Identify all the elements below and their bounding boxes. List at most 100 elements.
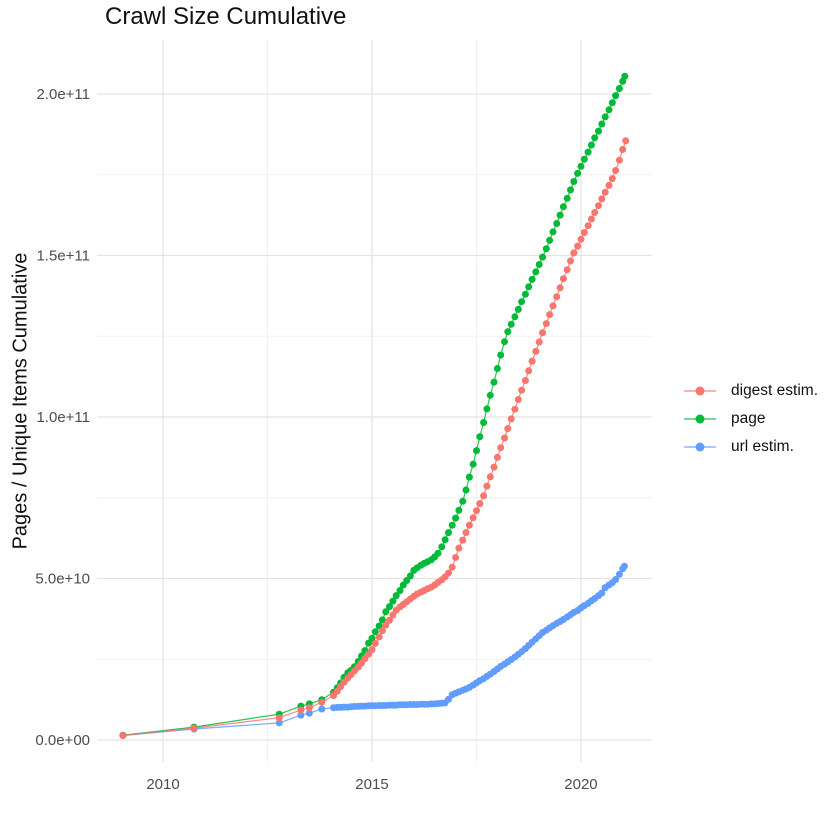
data-point bbox=[378, 627, 386, 635]
data-point bbox=[542, 245, 550, 253]
data-point bbox=[389, 597, 397, 605]
legend-item: page bbox=[684, 405, 818, 433]
data-point bbox=[612, 92, 620, 100]
data-point bbox=[521, 377, 529, 384]
data-point bbox=[375, 633, 383, 641]
data-point bbox=[462, 486, 470, 494]
data-point bbox=[297, 711, 305, 719]
y-tick-label: 1.5e+11 bbox=[36, 248, 90, 265]
data-point bbox=[511, 313, 519, 321]
data-point bbox=[459, 536, 467, 544]
data-point bbox=[452, 514, 460, 522]
data-point bbox=[275, 714, 283, 722]
data-point bbox=[621, 72, 629, 80]
data-point bbox=[549, 302, 557, 310]
data-point bbox=[528, 357, 536, 365]
data-point bbox=[452, 554, 460, 561]
data-point bbox=[580, 229, 588, 236]
data-point bbox=[297, 706, 305, 714]
legend-dot bbox=[695, 442, 705, 452]
legend-key-icon bbox=[684, 414, 716, 424]
data-point bbox=[465, 473, 473, 481]
y-tick-label: 2.0e+11 bbox=[36, 86, 90, 103]
data-point bbox=[570, 178, 578, 185]
legend-item: digest estim. bbox=[684, 377, 818, 405]
data-point bbox=[546, 311, 554, 319]
chart-title: Crawl Size Cumulative bbox=[105, 3, 347, 30]
legend: digest estim. page url estim. bbox=[684, 377, 818, 461]
data-point bbox=[501, 434, 508, 442]
data-point bbox=[577, 162, 585, 170]
data-point bbox=[570, 249, 578, 257]
data-point bbox=[455, 544, 463, 552]
data-point bbox=[539, 253, 546, 261]
data-point bbox=[497, 351, 505, 359]
data-point bbox=[497, 444, 505, 452]
data-point bbox=[318, 698, 326, 706]
legend-label: url estim. bbox=[731, 438, 794, 455]
data-point bbox=[371, 628, 379, 636]
data-point bbox=[490, 378, 498, 386]
data-point bbox=[486, 391, 494, 399]
data-point bbox=[525, 367, 533, 375]
data-point bbox=[546, 236, 554, 244]
data-point bbox=[386, 603, 393, 611]
data-point bbox=[556, 211, 564, 219]
x-tick-label: 2010 bbox=[146, 776, 179, 793]
data-point bbox=[525, 283, 533, 291]
data-point bbox=[462, 529, 470, 537]
data-point bbox=[476, 433, 484, 441]
data-point bbox=[556, 284, 564, 292]
data-point bbox=[378, 616, 386, 624]
data-point bbox=[619, 146, 627, 153]
data-point bbox=[598, 195, 606, 203]
data-point bbox=[559, 275, 567, 283]
data-point bbox=[542, 320, 550, 328]
data-point bbox=[465, 521, 473, 529]
data-point bbox=[501, 338, 508, 346]
data-point bbox=[493, 453, 501, 461]
data-point bbox=[483, 405, 491, 413]
data-point bbox=[514, 396, 522, 403]
legend-dot bbox=[695, 414, 705, 424]
legend-key-icon bbox=[684, 442, 716, 452]
y-tick-label: 1.0e+11 bbox=[36, 409, 90, 426]
data-point bbox=[601, 113, 609, 121]
data-point bbox=[493, 365, 501, 372]
data-point bbox=[386, 616, 393, 624]
data-point bbox=[455, 506, 463, 514]
data-point bbox=[567, 257, 574, 265]
data-point bbox=[448, 521, 456, 529]
y-tick-label: 5.0e+10 bbox=[35, 571, 90, 588]
data-point bbox=[608, 99, 616, 107]
data-point bbox=[473, 507, 480, 515]
data-point bbox=[441, 536, 449, 544]
data-point bbox=[480, 492, 488, 500]
data-point bbox=[535, 261, 543, 268]
data-point bbox=[612, 576, 620, 583]
data-point bbox=[459, 497, 467, 505]
data-point bbox=[382, 621, 390, 629]
data-point bbox=[476, 500, 484, 508]
data-point bbox=[580, 155, 588, 163]
data-point bbox=[535, 338, 543, 346]
data-point bbox=[563, 266, 571, 274]
data-point bbox=[368, 634, 376, 642]
data-point bbox=[595, 127, 602, 135]
data-point bbox=[532, 347, 540, 355]
data-point bbox=[518, 298, 526, 306]
data-point bbox=[514, 305, 522, 313]
data-point bbox=[615, 156, 623, 164]
data-point bbox=[605, 181, 613, 189]
data-point bbox=[553, 220, 561, 227]
x-tick-label: 2015 bbox=[355, 776, 388, 793]
data-point bbox=[504, 328, 512, 336]
data-point bbox=[620, 562, 628, 570]
x-tick-label: 2020 bbox=[564, 776, 597, 793]
data-point bbox=[448, 563, 456, 571]
data-point bbox=[469, 460, 477, 468]
data-point bbox=[521, 290, 529, 298]
data-point bbox=[469, 514, 477, 522]
